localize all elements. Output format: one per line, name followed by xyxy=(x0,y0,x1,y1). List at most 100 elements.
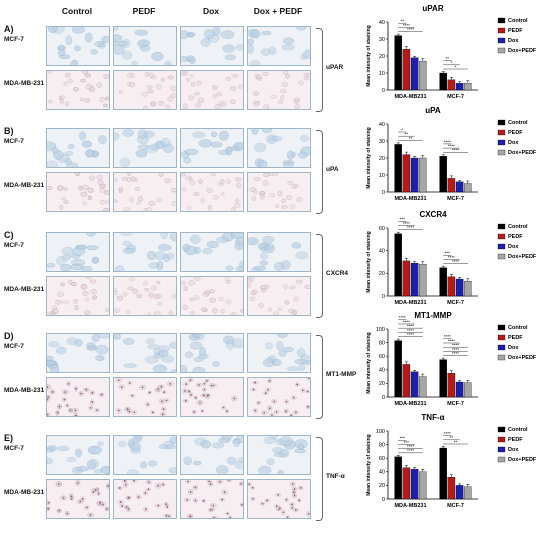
significance-label: **** xyxy=(407,444,414,449)
row-label: MCF-7 xyxy=(4,242,24,249)
bar-dox-mda-mb231 xyxy=(410,157,419,193)
legend-swatch xyxy=(497,129,506,136)
bar-dox-mda-mb231 xyxy=(410,262,419,297)
marker-label: uPAR xyxy=(326,64,344,71)
y-tick-label: 80 xyxy=(379,340,385,346)
x-tick-label: MDA-MB231 xyxy=(394,196,426,202)
micrograph-image xyxy=(113,333,177,373)
row-label: MCF-7 xyxy=(4,36,24,43)
column-header-pedf: PEDF xyxy=(132,6,156,16)
bar-dox-mcf-7 xyxy=(455,83,464,91)
row-bracket xyxy=(316,130,323,214)
legend-swatch xyxy=(497,446,506,453)
bar-dox-pedf-mda-mb231 xyxy=(419,264,427,297)
y-axis-label: Mean intensity of staining xyxy=(366,434,372,495)
significance-label: **** xyxy=(399,315,406,320)
panel-5: E) MCF-7 MDA-MB-231 TNF-α TNF-α Mean intensit… xyxy=(0,413,550,531)
micrograph-image xyxy=(180,172,244,212)
micrograph-image xyxy=(46,232,110,272)
legend-swatch xyxy=(497,354,506,361)
x-tick-label: MCF-7 xyxy=(447,94,464,100)
micrograph-image xyxy=(180,26,244,66)
legend-label: Dox+PEDF xyxy=(508,48,537,54)
panel-2: B) MCF-7 MDA-MB-231 uPA uPA Mean intensity of… xyxy=(0,106,550,224)
chart-svg: CXCR4 Mean intensity of staining 0 20 40 60 MD… xyxy=(366,210,537,306)
chart-title: CXCR4 xyxy=(419,210,447,219)
bar-control-mda-mb231 xyxy=(394,456,402,500)
y-tick-label: 60 xyxy=(379,354,385,360)
row-label: MDA-MB-231 xyxy=(4,182,45,189)
legend-label: Dox xyxy=(508,447,519,453)
legend-swatch xyxy=(497,426,506,433)
legend-swatch xyxy=(497,233,506,240)
x-tick-label: MDA-MB231 xyxy=(394,300,426,306)
y-tick-label: 10 xyxy=(379,71,385,77)
significance-label: **** xyxy=(452,259,459,264)
bar-control-mcf-7 xyxy=(439,359,447,398)
panel-letter: E) xyxy=(4,433,13,443)
column-header-dox: Dox xyxy=(202,6,220,16)
legend-swatch xyxy=(497,139,506,146)
micrograph-image xyxy=(247,26,311,66)
y-axis-label: Mean intensity of staining xyxy=(366,332,372,393)
x-tick-label: MCF-7 xyxy=(447,401,464,407)
bar-pedf-mda-mb231 xyxy=(402,467,411,500)
row-label: MCF-7 xyxy=(4,445,24,452)
x-tick-label: MDA-MB231 xyxy=(394,503,426,509)
legend-swatch xyxy=(497,149,506,156)
chart-svg: TNF-α Mean intensity of staining 0 20 40 60 80… xyxy=(366,413,537,509)
legend-swatch xyxy=(497,47,506,54)
row-bracket xyxy=(316,28,323,112)
significance-label: **** xyxy=(448,255,455,260)
y-axis-label: Mean intensity of staining xyxy=(366,231,372,292)
chart-title: MT1-MMP xyxy=(414,311,452,320)
legend-swatch xyxy=(497,456,506,463)
panel-letter: D) xyxy=(4,331,14,341)
micrograph-image xyxy=(46,128,110,168)
y-tick-label: 0 xyxy=(382,190,385,196)
bar-pedf-mcf-7 xyxy=(447,373,456,398)
bar-dox-pedf-mda-mb231 xyxy=(419,60,427,91)
bar-pedf-mda-mb231 xyxy=(402,364,411,398)
y-tick-label: 0 xyxy=(382,395,385,401)
micrograph-image xyxy=(247,435,311,475)
y-tick-label: 40 xyxy=(379,368,385,374)
bar-pedf-mcf-7 xyxy=(447,276,456,297)
bar-chart: uPAR Mean intensity of staining 0 10 20 30 40 M… xyxy=(350,2,550,106)
significance-label: **** xyxy=(444,139,451,144)
bar-pedf-mda-mb231 xyxy=(402,154,411,193)
bar-chart: uPA Mean intensity of staining 0 10 20 30 40 MD… xyxy=(350,104,550,208)
bar-control-mcf-7 xyxy=(439,447,447,500)
bar-control-mda-mb231 xyxy=(394,340,402,398)
bar-dox-pedf-mda-mb231 xyxy=(419,471,427,500)
micrograph-image xyxy=(113,435,177,475)
significance-label: **** xyxy=(452,148,459,153)
micrograph-image xyxy=(247,333,311,373)
panel-letter: C) xyxy=(4,230,14,240)
bar-dox-mcf-7 xyxy=(455,485,464,500)
significance-label: **** xyxy=(407,328,414,333)
y-tick-label: 80 xyxy=(379,442,385,448)
y-tick-label: 100 xyxy=(376,327,385,333)
panel-letter: B) xyxy=(4,126,14,136)
legend-swatch xyxy=(497,334,506,341)
micrograph-image xyxy=(113,232,177,272)
micrograph-image xyxy=(180,435,244,475)
legend-label: Control xyxy=(508,120,528,126)
bar-dox-pedf-mda-mb231 xyxy=(419,376,427,398)
y-tick-label: 40 xyxy=(379,20,385,26)
bar-control-mda-mb231 xyxy=(394,35,402,91)
significance-label: **** xyxy=(407,448,414,453)
y-tick-label: 0 xyxy=(382,88,385,94)
y-tick-label: 10 xyxy=(379,173,385,179)
legend-label: Control xyxy=(508,325,528,331)
chart-title: uPA xyxy=(425,106,441,115)
bar-chart: TNF-α Mean intensity of staining 0 20 40 60 80… xyxy=(350,411,550,515)
legend-label: Dox xyxy=(508,140,519,146)
y-tick-label: 100 xyxy=(376,429,385,435)
micrograph-image xyxy=(113,128,177,168)
legend-label: Dox+PEDF xyxy=(508,355,537,361)
bar-pedf-mda-mb231 xyxy=(402,260,411,297)
micrograph-image xyxy=(46,26,110,66)
significance-label: *** xyxy=(400,217,406,222)
